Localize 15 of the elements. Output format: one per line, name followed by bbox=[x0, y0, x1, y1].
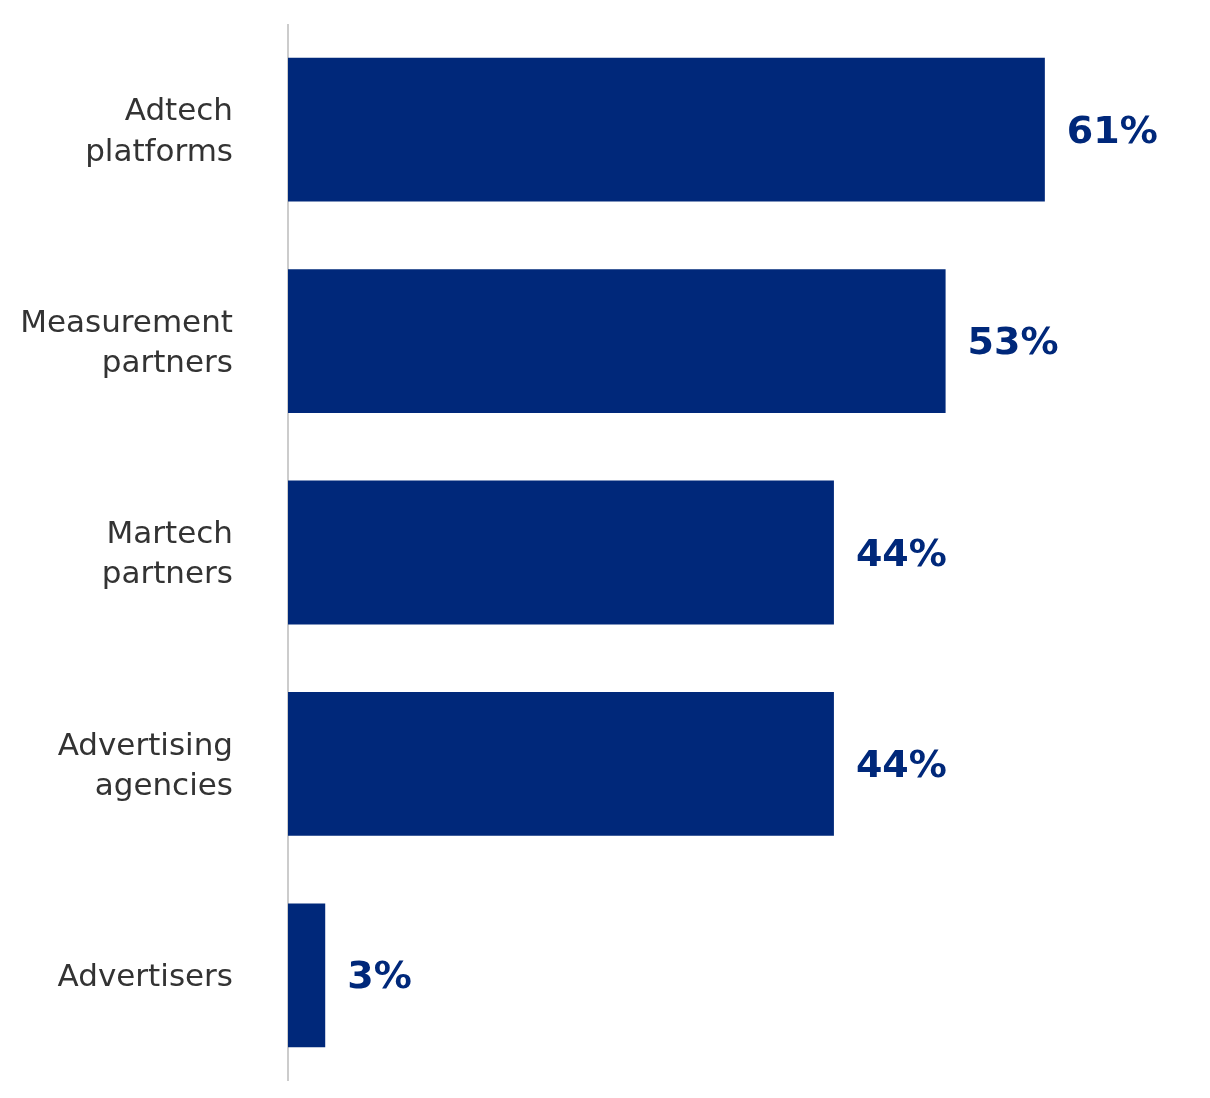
bar bbox=[288, 903, 326, 1048]
y-tick-label: Advertising agencies bbox=[57, 725, 233, 802]
data-label: 61% bbox=[1066, 107, 1158, 152]
y-tick-label: Advertisers bbox=[57, 957, 233, 994]
bar bbox=[288, 692, 834, 836]
data-label: 44% bbox=[855, 530, 947, 575]
y-tick-label: Adtech platforms bbox=[85, 91, 233, 168]
y-tick-label: Martech partners bbox=[101, 514, 233, 591]
bar bbox=[288, 57, 1045, 202]
bar bbox=[288, 480, 834, 625]
y-tick-label: Measurement partners bbox=[20, 302, 233, 380]
data-label: 44% bbox=[855, 741, 947, 786]
data-label: 53% bbox=[967, 319, 1059, 364]
bar bbox=[288, 269, 946, 413]
data-label: 3% bbox=[347, 953, 412, 998]
